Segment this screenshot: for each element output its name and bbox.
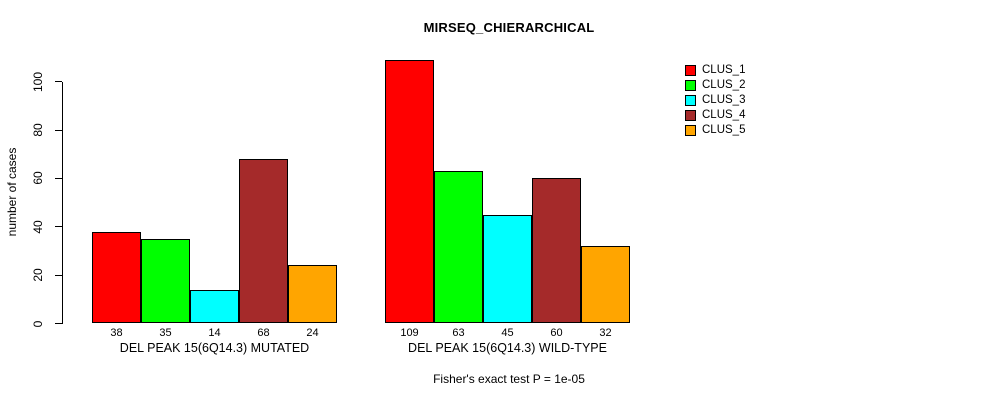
bar-clus_1-group1	[92, 231, 141, 324]
group-label: DEL PEAK 15(6Q14.3) WILD-TYPE	[408, 341, 607, 355]
bar-clus_3-group1	[190, 289, 239, 324]
legend-item-clus_5: CLUS_5	[685, 123, 745, 138]
bar-value-label: 63	[452, 327, 465, 339]
y-axis-tick-label: 20	[31, 268, 45, 282]
bar-clus_4-group2	[532, 178, 581, 324]
legend-label: CLUS_2	[702, 79, 746, 91]
y-axis-tick-label: 60	[31, 171, 45, 186]
bar-clus_5-group2	[581, 246, 630, 324]
bar-clus_3-group2	[483, 214, 532, 324]
bar-value-label: 35	[159, 327, 172, 339]
bar-value-label: 68	[257, 327, 270, 339]
y-axis-tick-label: 80	[31, 123, 45, 137]
bar-value-label: 38	[110, 327, 123, 339]
legend-swatch-icon	[685, 65, 696, 76]
bar-value-label: 32	[599, 327, 612, 339]
y-axis-line	[62, 81, 63, 324]
y-axis-tick	[55, 81, 62, 83]
bar-value-label: 45	[501, 327, 514, 339]
y-axis-label: number of cases	[5, 147, 19, 237]
legend-swatch-icon	[685, 80, 696, 91]
legend-label: CLUS_5	[702, 124, 746, 136]
bar-value-label: 109	[400, 327, 419, 339]
legend-item-clus_2: CLUS_2	[685, 78, 745, 93]
bar-value-label: 24	[306, 327, 319, 339]
bar-clus_1-group2	[385, 59, 434, 324]
chart-title: MIRSEQ_CHIERARCHICAL	[423, 20, 595, 35]
bar-clus_4-group1	[239, 159, 288, 324]
legend-label: CLUS_4	[702, 109, 746, 121]
bar-clus_2-group2	[434, 171, 483, 324]
y-axis-tick	[55, 177, 62, 179]
bar-value-label: 14	[208, 327, 221, 339]
fisher-test-annotation: Fisher's exact test P = 1e-05	[433, 372, 585, 386]
legend-item-clus_4: CLUS_4	[685, 108, 745, 123]
legend-swatch-icon	[685, 125, 696, 136]
y-axis-tick	[55, 274, 62, 276]
legend-label: CLUS_3	[702, 94, 746, 106]
legend-swatch-icon	[685, 95, 696, 106]
bar-clus_2-group1	[141, 238, 190, 324]
y-axis-tick	[55, 323, 62, 324]
y-axis-tick	[55, 226, 62, 228]
y-axis-tick-label: 0	[31, 320, 45, 327]
legend-label: CLUS_1	[702, 64, 746, 76]
legend-swatch-icon	[685, 110, 696, 121]
legend: CLUS_1 CLUS_2 CLUS_3 CLUS_4 CLUS_5	[685, 63, 745, 138]
y-axis-tick	[55, 129, 62, 131]
bar-value-label: 60	[550, 327, 563, 339]
legend-item-clus_1: CLUS_1	[685, 63, 745, 78]
y-axis-tick-label: 40	[31, 220, 45, 234]
bar-clus_5-group1	[288, 265, 337, 324]
y-axis-tick-label: 100	[31, 71, 45, 92]
group-label: DEL PEAK 15(6Q14.3) MUTATED	[119, 341, 310, 355]
legend-item-clus_3: CLUS_3	[685, 93, 745, 108]
